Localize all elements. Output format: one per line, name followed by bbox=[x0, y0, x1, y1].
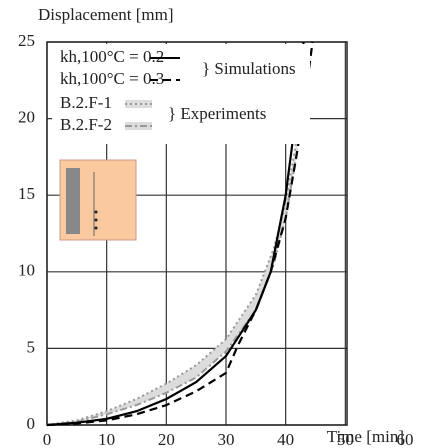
x-tick-label: 40 bbox=[277, 430, 294, 448]
y-tick-label: 5 bbox=[27, 337, 36, 356]
y-tick-label: 15 bbox=[18, 184, 35, 203]
plot-frame bbox=[46, 41, 348, 426]
annotation: } Simulations bbox=[202, 59, 296, 78]
sensor bbox=[94, 210, 98, 214]
y-tick-label: 25 bbox=[18, 31, 35, 50]
annotation: } Experiments bbox=[168, 104, 266, 123]
x-tick-label: 10 bbox=[98, 430, 115, 448]
legend-label: B.2.F-1 bbox=[60, 93, 112, 112]
y-axis-label: Displacement [mm] bbox=[38, 5, 174, 24]
legend-band bbox=[125, 100, 152, 108]
y-tick-label: 10 bbox=[18, 261, 35, 280]
x-tick-label: 50 bbox=[337, 430, 354, 448]
x-axis-label: Time [min] bbox=[327, 427, 404, 446]
series-line bbox=[46, 41, 305, 427]
y-tick-label: 20 bbox=[18, 108, 35, 127]
x-tick-label: 0 bbox=[43, 430, 52, 448]
sensor bbox=[94, 226, 98, 230]
specimen-part bbox=[66, 168, 80, 234]
legend-box bbox=[52, 44, 310, 144]
series-line bbox=[46, 149, 299, 426]
y-tick-label: 0 bbox=[27, 414, 36, 433]
legend-label: kh,100°C = 0.2 bbox=[60, 47, 164, 66]
legend-label: kh,100°C = 0.3 bbox=[60, 69, 164, 88]
sensor bbox=[94, 218, 98, 222]
legend-band bbox=[125, 122, 152, 130]
x-tick-label: 30 bbox=[218, 430, 235, 448]
x-tick-label: 60 bbox=[397, 430, 414, 448]
x-tick-label: 20 bbox=[158, 430, 175, 448]
legend-label: B.2.F-2 bbox=[60, 115, 112, 134]
